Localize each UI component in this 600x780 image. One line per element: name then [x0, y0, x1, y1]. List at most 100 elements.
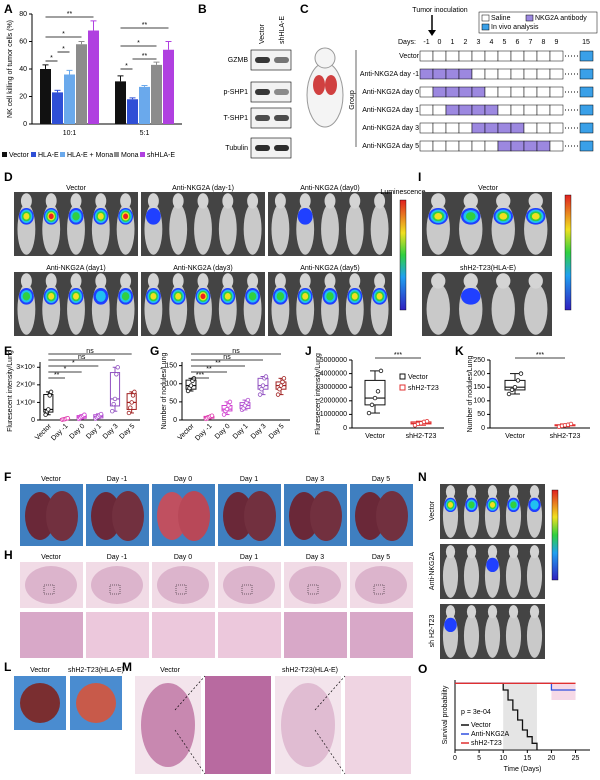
lung-photo	[91, 492, 121, 540]
legend-swatch	[399, 384, 406, 391]
y-tick-label: 0	[343, 425, 347, 432]
day-label: 1	[451, 39, 455, 46]
mouse-body	[243, 203, 262, 255]
data-point	[98, 411, 104, 417]
luminescence-signal	[123, 213, 129, 220]
schedule-cell	[484, 50, 499, 62]
mouse-head	[45, 193, 57, 209]
schedule-cell	[523, 122, 538, 134]
mouse-body	[463, 613, 480, 658]
bar	[76, 44, 87, 124]
y-tick-label: 2×10⁸	[16, 382, 35, 389]
image-title: Day 0	[174, 554, 192, 561]
image-title: Anti-NKG2A (day-1)	[172, 185, 234, 192]
mouse-head	[528, 273, 543, 289]
schedule-cell	[432, 68, 447, 80]
mouse-head	[487, 485, 498, 499]
schedule-cell	[445, 140, 460, 152]
y-axis-label: Fluresecent intensity/Lung	[315, 353, 322, 435]
x-tick-label: 0	[453, 755, 457, 762]
schedule-cell	[497, 104, 512, 116]
data-point	[114, 372, 119, 377]
schedule-cell	[523, 104, 538, 116]
data-point	[221, 412, 227, 417]
legend-swatch	[481, 14, 490, 22]
mouse-head	[529, 605, 540, 619]
y-tick-label: 1000000	[320, 411, 347, 418]
blot-band	[274, 145, 289, 151]
significance-label: **	[142, 53, 148, 60]
x-tick-label: Vector	[365, 433, 386, 440]
significance-label: *	[62, 46, 65, 53]
schedule-cell	[510, 86, 525, 98]
luminescence-signal	[22, 292, 31, 301]
schedule-cell	[445, 86, 460, 98]
mouse-head	[463, 273, 478, 289]
y-tick-label: 50	[169, 399, 177, 406]
schedule-cell	[536, 68, 551, 80]
blot-band	[255, 145, 270, 151]
y-tick-label: 60	[19, 38, 27, 45]
mouse-head	[70, 193, 82, 209]
y-tick-label: 5000000	[320, 357, 347, 364]
luminescence-signal	[121, 292, 130, 301]
schedule-cell	[432, 104, 447, 116]
data-point	[257, 392, 263, 397]
schedule-cell	[471, 122, 486, 134]
annotation: p = 3e-04	[461, 709, 491, 716]
luminescence-signal	[248, 292, 257, 301]
mouse-head	[172, 193, 184, 209]
mouse-head	[147, 193, 159, 209]
zoom-line	[314, 729, 346, 775]
mouse-head	[274, 193, 286, 209]
schedule-cell	[536, 122, 551, 134]
luminescence-signal	[351, 292, 358, 300]
schedule-cell	[445, 122, 460, 134]
x-tick-label: Vector	[505, 433, 526, 440]
legend-label: shHLA-E	[147, 152, 175, 159]
lung-photo	[376, 491, 408, 541]
image-title: Vector	[41, 476, 62, 483]
mouse-body	[484, 613, 501, 658]
image-row-label: sh H2-T23	[429, 615, 436, 648]
zoom-line	[174, 729, 206, 775]
day-label: 7	[529, 39, 533, 46]
row-label: T-SHP1	[223, 115, 248, 122]
schedule-cell	[549, 68, 564, 80]
schedule-cell	[471, 50, 486, 62]
mouse-head	[445, 605, 456, 619]
luminescence-signal	[444, 617, 457, 633]
schedule-cell	[458, 68, 473, 80]
y-axis-label: Fluresecent intensity/Lung	[7, 350, 14, 432]
zoom-box	[307, 584, 319, 595]
mouse-head	[45, 273, 57, 289]
panel-label: C	[300, 2, 309, 16]
mouse-head	[222, 193, 234, 209]
schedule-cell	[510, 122, 525, 134]
lung-photo	[25, 492, 55, 540]
histology-zoom	[152, 612, 215, 658]
mouse-body	[345, 203, 364, 255]
schedule-cell	[549, 104, 564, 116]
significance-label: *	[64, 366, 67, 373]
luminescence-signal	[530, 500, 539, 510]
tissue-section	[281, 683, 335, 767]
mouse-head	[374, 273, 386, 289]
schedule-cell	[497, 86, 512, 98]
schedule-cell	[458, 104, 473, 116]
x-tick-label: 10	[499, 755, 507, 762]
luminescence-signal	[150, 292, 157, 300]
luminescence-signal	[434, 212, 443, 220]
panel-label: G	[150, 344, 159, 358]
panel-label: H	[4, 548, 13, 562]
image-title: shH2-T23(HLA-E)	[68, 667, 124, 674]
luminescence-signal	[224, 292, 231, 300]
lung-photo	[244, 491, 276, 541]
luminescence-signal	[97, 212, 104, 220]
histology-zoom	[218, 612, 281, 658]
data-point	[111, 401, 116, 407]
legend-swatch	[2, 152, 7, 157]
schedule-cell	[549, 122, 564, 134]
schedule-cell	[458, 50, 473, 62]
y-tick-label: 50	[477, 411, 485, 418]
